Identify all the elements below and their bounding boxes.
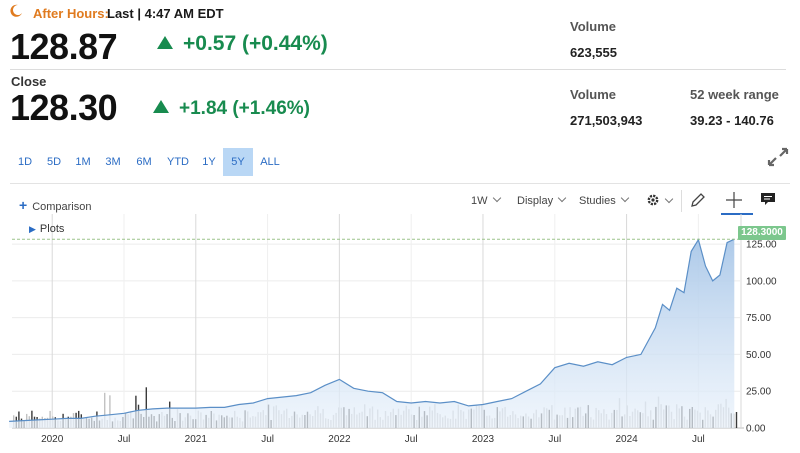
volume-label: Volume [570,87,616,102]
toolbar-separator [681,190,682,212]
x-tick-label: 2021 [185,434,208,445]
range-value: 39.23 - 140.76 [690,113,774,128]
range-5d-button[interactable]: 5D [46,156,62,168]
studies-dropdown[interactable]: Studies [579,193,629,207]
volume-value: 271,503,943 [570,113,643,128]
close-change: +1.84 (+1.46%) [153,98,310,120]
close-label: Close [11,74,47,89]
price-area-fill [9,239,735,428]
price-line [9,238,735,422]
after-hours-last-time: Last | 4:47 AM EDT [107,6,224,21]
last-price-tag: 128.3000 [738,226,786,240]
range-1y-button[interactable]: 1Y [202,156,216,168]
plots-toggle[interactable]: ▶ Plots [29,223,64,235]
range-3m-button[interactable]: 3M [105,156,121,168]
crosshair-active-underline [721,213,753,215]
close-price: 128.30 [10,87,118,128]
volume-bar [145,387,147,428]
x-tick-label: Jul [692,434,705,445]
range-6m-button[interactable]: 6M [136,156,152,168]
interval-label: 1W [471,195,488,207]
volume-bar [18,411,20,428]
pencil-icon[interactable] [690,192,706,208]
studies-label: Studies [579,195,616,207]
display-label: Display [517,195,554,207]
comparison-label: Comparison [32,201,92,213]
range-5y-button[interactable]: 5Y [223,148,253,176]
comparison-button[interactable]: + Comparison [19,197,92,213]
after-hours-label: After Hours: [33,6,109,21]
ah-volume-label: Volume [570,19,616,34]
expand-icon[interactable] [766,146,790,168]
comment-icon[interactable] [760,192,776,207]
up-triangle-icon [157,36,173,49]
y-tick-label: 75.00 [746,313,771,324]
x-tick-label: 2022 [328,434,351,445]
settings-dropdown[interactable] [646,193,674,208]
y-tick-label: 50.00 [746,350,771,361]
x-tick-label: 2023 [472,434,495,445]
volume-bar [735,412,738,428]
close-change-text: +1.84 (+1.46%) [179,98,310,119]
range-1d-button[interactable]: 1D [17,156,33,168]
up-triangle-icon [153,100,169,113]
range-ytd-button[interactable]: YTD [167,156,189,168]
range-label: 52 week range [690,87,779,102]
chart-divider [10,183,790,184]
volume-bar [109,395,111,428]
gear-icon [647,194,659,206]
y-tick-label: 0.00 [746,424,766,435]
y-tick-label: 125.00 [746,240,777,251]
x-tick-label: 2024 [615,434,638,445]
y-tick-label: 100.00 [746,276,777,287]
interval-dropdown[interactable]: 1W [471,193,501,207]
x-axis-labels: 2020 Jul 2021 Jul 2022 Jul 2023 Jul 2024 Jul [41,434,705,445]
range-1m-button[interactable]: 1M [75,156,91,168]
volume-bar [31,410,33,428]
header-separator [10,69,786,70]
after-hours-price: 128.87 [10,26,118,67]
x-tick-label: Jul [405,434,418,445]
x-tick-label: Jul [118,434,131,445]
x-tick-label: Jul [261,434,274,445]
after-hours-change: +0.57 (+0.44%) [157,32,328,56]
plots-label: Plots [39,223,65,235]
display-dropdown[interactable]: Display [517,193,567,207]
moon-icon [10,4,22,17]
after-hours-change-text: +0.57 (+0.44%) [183,32,328,55]
x-tick-label: Jul [548,434,561,445]
range-all-button[interactable]: ALL [260,156,280,168]
y-axis-labels: 0.00 25.00 50.00 75.00 100.00 125.00 [746,240,777,435]
volume-bar [104,392,106,428]
caret-right-icon: ▶ [29,224,36,234]
crosshair-icon[interactable] [724,190,744,210]
plus-icon: + [19,197,28,213]
x-tick-label: 2020 [41,434,64,445]
y-tick-label: 25.00 [746,387,771,398]
ah-volume-value: 623,555 [570,45,617,60]
